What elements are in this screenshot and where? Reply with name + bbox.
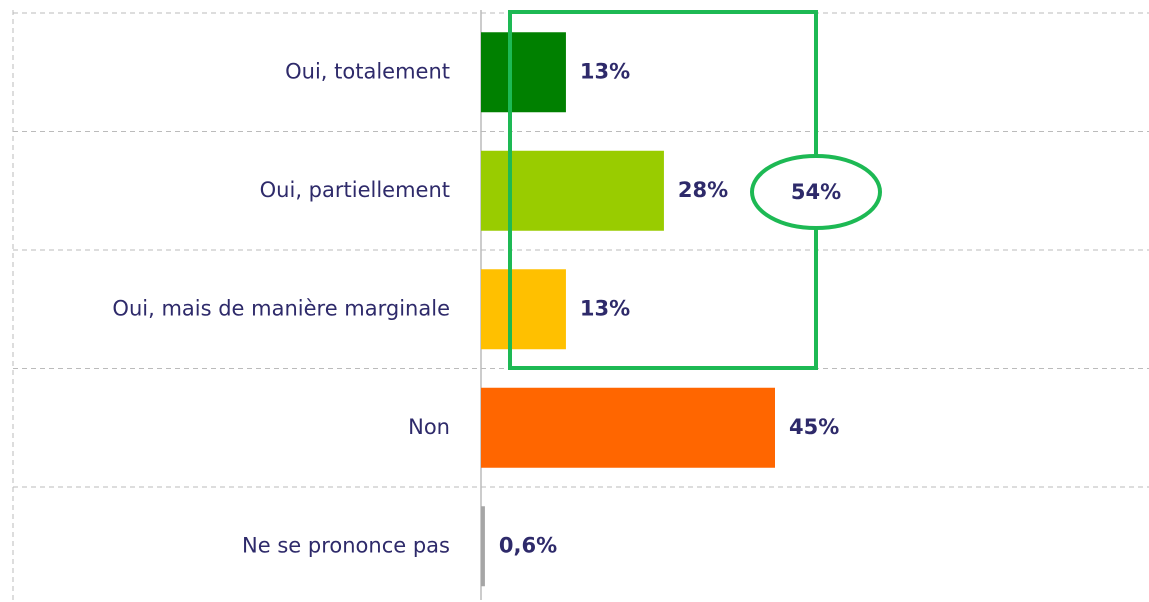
value-label: 28% — [678, 178, 728, 202]
value-label: 13% — [580, 296, 630, 320]
value-label: 45% — [789, 415, 839, 439]
value-label: 0,6% — [499, 533, 557, 557]
category-label: Oui, partiellement — [260, 178, 450, 202]
bar — [481, 387, 775, 468]
annotation-ellipse — [750, 154, 882, 230]
value-label: 13% — [580, 59, 630, 83]
category-label: Oui, mais de manière marginale — [112, 296, 450, 320]
bar — [481, 32, 566, 113]
category-label: Ne se prononce pas — [242, 533, 450, 557]
annotation: 54% — [791, 180, 841, 204]
category-label: Non — [408, 415, 450, 439]
bar — [481, 506, 485, 587]
category-label: Oui, totalement — [285, 59, 450, 83]
bar — [481, 269, 566, 350]
